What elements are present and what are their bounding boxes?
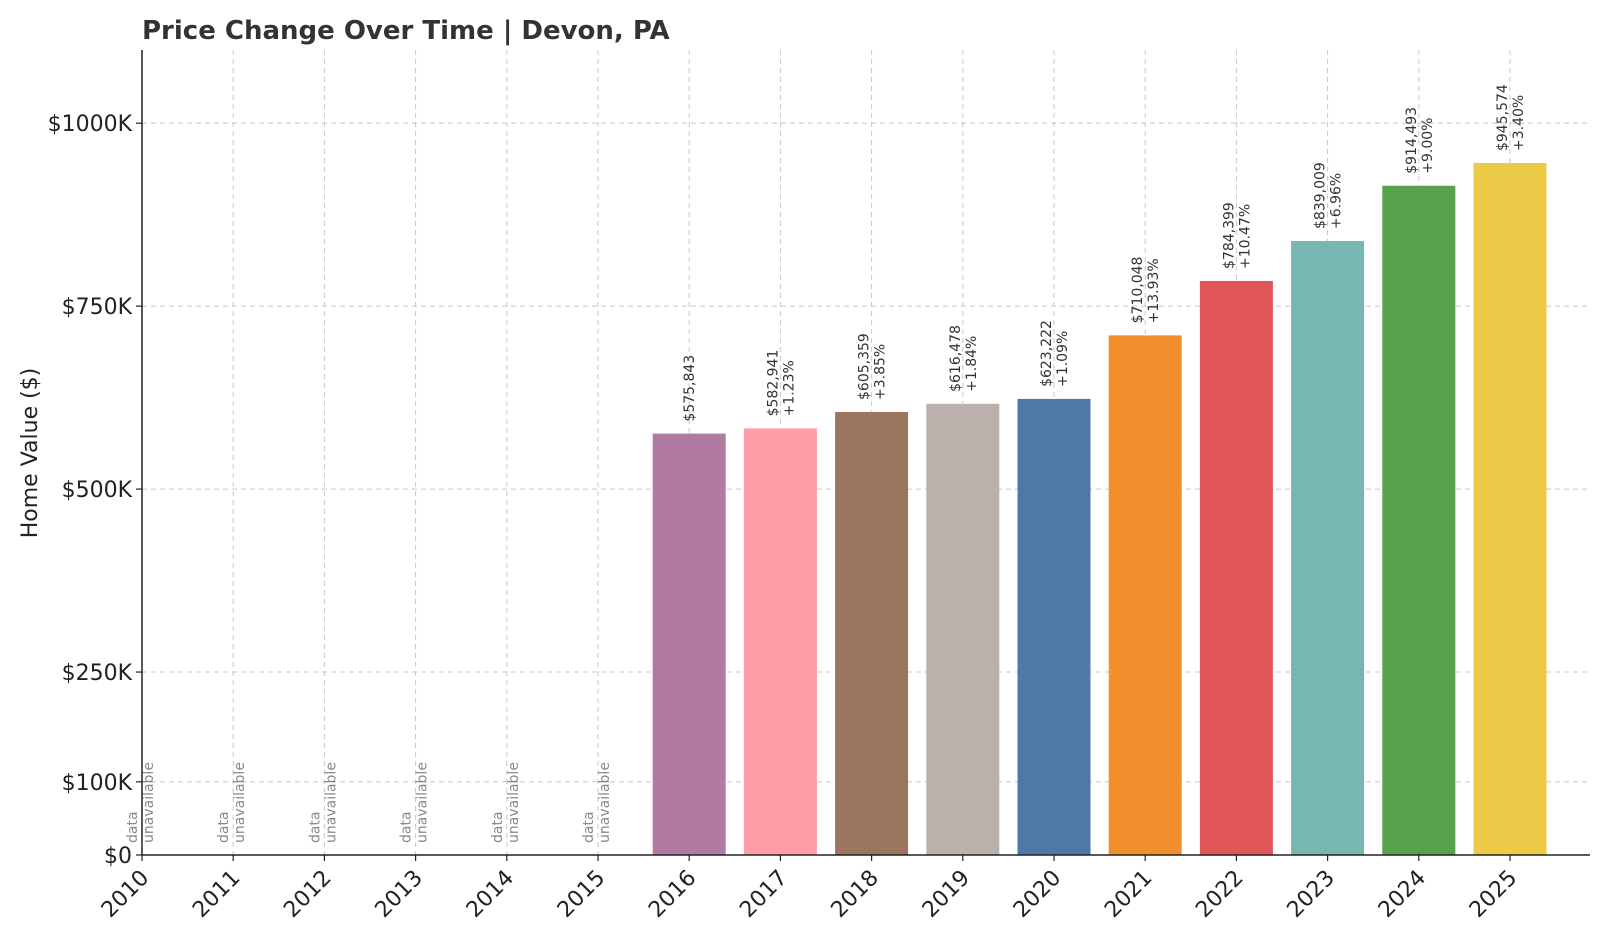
x-tick-label: 2014 xyxy=(462,866,519,923)
value-text: $616,478 xyxy=(948,325,964,392)
bar-2016 xyxy=(652,433,726,855)
value-label-2016: $575,843 xyxy=(682,355,698,422)
unavailable-line-1: data xyxy=(307,811,323,843)
x-tick-label: 2011 xyxy=(188,866,245,923)
value-label-2024: $914,493+9.00% xyxy=(1404,107,1436,174)
value-label-2025: $945,574+3.40% xyxy=(1495,84,1527,151)
unavailable-line-2: unavailable xyxy=(506,762,522,843)
bar-2023 xyxy=(1291,240,1365,856)
bar-2018 xyxy=(835,411,909,855)
unavailable-label: dataunavailable xyxy=(490,762,522,843)
change-text: +1.23% xyxy=(781,360,797,416)
change-text: +1.84% xyxy=(964,336,980,392)
y-tick-label: $0 xyxy=(104,844,132,869)
bar-2021 xyxy=(1108,335,1182,855)
unavailable-line-2: unavailable xyxy=(323,762,339,843)
bar-2017 xyxy=(743,428,817,855)
unavailable-line-1: data xyxy=(125,811,141,843)
change-text: +9.00% xyxy=(1420,118,1436,174)
y-tick-label: $500K xyxy=(62,478,133,503)
x-tick-label: 2016 xyxy=(644,866,701,923)
unavailable-line-2: unavailable xyxy=(597,762,613,843)
x-tick-labels: 2010 2011 2012 2013 2014 2015 2016 2017 2018 2019… xyxy=(97,855,1522,923)
unavailable-line-1: data xyxy=(399,811,415,843)
unavailable-label: dataunavailable xyxy=(399,762,431,843)
chart-title: Price Change Over Time | Devon, PA xyxy=(142,16,670,46)
value-text: $623,222 xyxy=(1039,320,1055,387)
unavailable-line-2: unavailable xyxy=(232,762,248,843)
bars xyxy=(652,163,1547,856)
value-text: $582,941 xyxy=(765,350,781,417)
unavailable-line-1: data xyxy=(581,811,597,843)
unavailable-label: dataunavailable xyxy=(125,762,157,843)
change-text: +6.96% xyxy=(1329,173,1345,229)
bar-2024 xyxy=(1382,185,1456,856)
value-text: $945,574 xyxy=(1495,84,1511,151)
y-tick-label: $750K xyxy=(62,295,133,320)
x-tick-label: 2019 xyxy=(918,866,975,923)
axes xyxy=(141,50,1590,856)
data-labels: dataunavailable dataunavailable dataunavai… xyxy=(125,84,1527,843)
x-tick-label: 2025 xyxy=(1465,866,1522,923)
change-text: +1.09% xyxy=(1055,331,1071,387)
value-text: $914,493 xyxy=(1404,107,1420,174)
y-tick-label: $1000K xyxy=(48,112,133,137)
value-label-2021: $710,048+13.93% xyxy=(1130,257,1162,324)
unavailable-line-2: unavailable xyxy=(415,762,431,843)
value-label-2020: $623,222+1.09% xyxy=(1039,320,1071,387)
bar-2020 xyxy=(1017,398,1091,855)
x-tick-label: 2022 xyxy=(1191,866,1248,923)
unavailable-label: dataunavailable xyxy=(307,762,339,843)
unavailable-line-1: data xyxy=(490,811,506,843)
x-tick-label: 2010 xyxy=(97,866,154,923)
value-text: $710,048 xyxy=(1130,257,1146,324)
y-tick-label: $100K xyxy=(62,771,133,796)
value-text: $839,009 xyxy=(1313,162,1329,229)
bar-2019 xyxy=(926,403,1000,855)
value-text: $575,843 xyxy=(682,355,698,422)
x-tick-label: 2018 xyxy=(827,866,884,923)
y-axis-label: Home Value ($) xyxy=(18,368,43,539)
change-text: +13.93% xyxy=(1146,258,1162,323)
value-label-2019: $616,478+1.84% xyxy=(948,325,980,392)
x-tick-label: 2024 xyxy=(1374,866,1431,923)
value-text: $784,399 xyxy=(1221,202,1237,269)
unavailable-line-2: unavailable xyxy=(141,762,157,843)
y-tick-labels: $0 $100K $250K $500K $750K $1000K xyxy=(48,112,142,869)
x-tick-label: 2017 xyxy=(735,866,792,923)
value-label-2018: $605,359+3.85% xyxy=(857,333,889,400)
value-label-2017: $582,941+1.23% xyxy=(765,350,797,417)
value-text: $605,359 xyxy=(857,333,873,400)
change-text: +3.85% xyxy=(873,344,889,400)
unavailable-label: dataunavailable xyxy=(216,762,248,843)
change-text: +3.40% xyxy=(1511,95,1527,151)
value-label-2023: $839,009+6.96% xyxy=(1313,162,1345,229)
x-tick-label: 2023 xyxy=(1283,866,1340,923)
bar-2022 xyxy=(1199,280,1273,856)
x-tick-label: 2021 xyxy=(1100,866,1157,923)
unavailable-label: dataunavailable xyxy=(581,762,613,843)
x-tick-label: 2013 xyxy=(371,866,428,923)
value-label-2022: $784,399+10.47% xyxy=(1221,202,1253,269)
x-tick-label: 2015 xyxy=(553,866,610,923)
y-tick-label: $250K xyxy=(62,661,133,686)
change-text: +10.47% xyxy=(1237,204,1253,269)
bar-2025 xyxy=(1473,163,1547,856)
unavailable-line-1: data xyxy=(216,811,232,843)
x-tick-label: 2020 xyxy=(1009,866,1066,923)
x-tick-label: 2012 xyxy=(279,866,336,923)
